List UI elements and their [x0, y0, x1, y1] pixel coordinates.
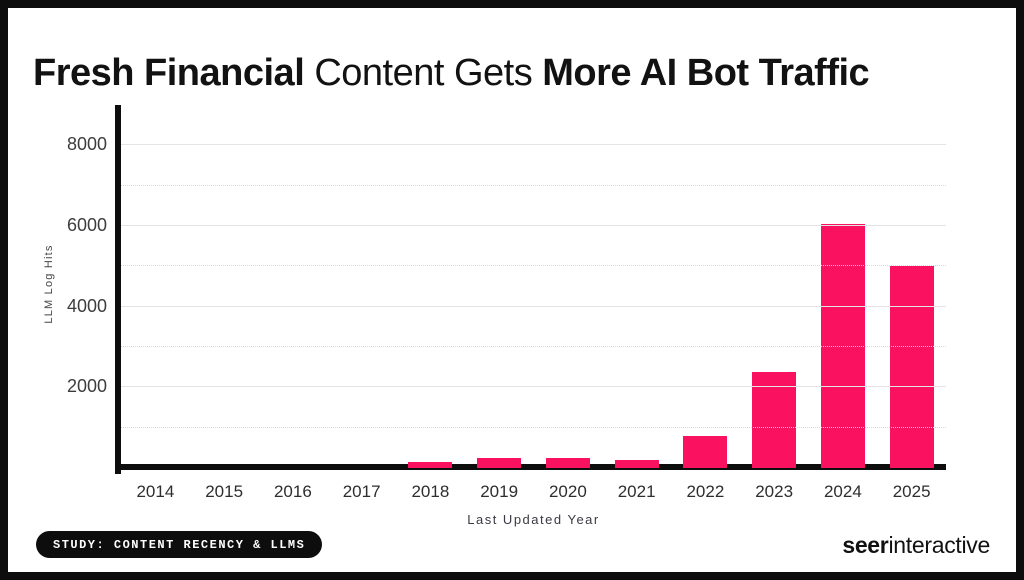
gridline-7000: [121, 184, 946, 186]
y-tick-label-6000: 6000: [66, 215, 107, 235]
title-segment-bold-1: Fresh Financial: [33, 52, 315, 95]
x-tick-label-2025: 2025: [892, 482, 931, 501]
x-tick-label-2014: 2014: [136, 482, 175, 501]
bar-2025: [889, 266, 934, 468]
x-tick-label-2015: 2015: [205, 482, 244, 501]
bar-2021: [614, 460, 659, 468]
bar-columns: 2014 2015 2016 2017 2018 2019 2020 2021 2022 2023…: [121, 105, 946, 501]
bar-column-2025: 2025: [877, 105, 946, 501]
gridline-3000: [121, 346, 946, 347]
x-tick-label-2017: 2017: [342, 482, 381, 501]
bar-column-2023: 2023: [740, 105, 809, 501]
y-axis-line: [115, 105, 121, 474]
bar-column-2017: 2017: [327, 105, 396, 501]
bar-column-2024: 2024: [809, 105, 878, 501]
x-tick-label-2020: 2020: [548, 482, 587, 501]
y-axis-title: LLM Log Hits: [43, 243, 55, 324]
bar-column-2022: 2022: [671, 105, 740, 501]
bar-column-2015: 2015: [190, 105, 259, 501]
gridline-1000: [121, 426, 946, 428]
bar-2019: [477, 457, 522, 468]
y-tick-label-4000: 4000: [66, 295, 107, 316]
chart-title: Fresh Financial Content Gets More AI Bot…: [33, 51, 998, 97]
bar-2018: [408, 461, 453, 468]
study-badge: STUDY: CONTENT RECENCY & LLMS: [36, 531, 323, 558]
title-segment-bold-2: More AI Bot Traffic: [542, 52, 870, 95]
bar-column-2019: 2019: [465, 105, 534, 501]
x-tick-label-2023: 2023: [755, 482, 794, 501]
logo-regular-part: interactive: [888, 532, 990, 558]
x-tick-label-2019: 2019: [480, 482, 519, 501]
bar-chart: LLM Log Hits 2014 2015 2016 2017 2018 2019 202…: [8, 8, 1016, 572]
x-tick-label-2024: 2024: [823, 482, 862, 501]
gridline-6000: [121, 225, 946, 226]
title-segment-regular: Content Gets: [314, 52, 543, 95]
y-tick-label-8000: 8000: [66, 134, 107, 155]
plot-area: LLM Log Hits 2014 2015 2016 2017 2018 2019 202…: [43, 105, 946, 501]
gridline-4000: [121, 305, 946, 307]
bar-column-2016: 2016: [259, 105, 328, 501]
bar-2020: [545, 457, 590, 468]
study-badge-label: STUDY: CONTENT RECENCY & LLMS: [53, 537, 306, 552]
gridline-8000: [121, 144, 946, 146]
x-tick-label-2016: 2016: [273, 482, 312, 501]
seer-interactive-logo: seerinteractive: [842, 532, 990, 559]
bar-column-2020: 2020: [534, 105, 603, 501]
bar-column-2021: 2021: [602, 105, 671, 501]
bar-2022: [683, 435, 728, 468]
x-axis-title: Last Updated Year: [467, 512, 600, 527]
infographic-frame: Fresh Financial Content Gets More AI Bot…: [8, 8, 1016, 572]
x-tick-label-2021: 2021: [617, 482, 656, 501]
gridline-5000: [121, 265, 946, 267]
x-axis-line: [115, 464, 946, 470]
x-tick-label-2022: 2022: [686, 482, 725, 501]
x-tick-label-2018: 2018: [411, 482, 450, 501]
y-tick-label-2000: 2000: [66, 376, 107, 397]
bar-2023: [752, 372, 797, 468]
bar-column-2018: 2018: [396, 105, 465, 501]
gridline-2000: [121, 386, 946, 388]
bar-column-2014: 2014: [121, 105, 190, 501]
logo-bold-part: seer: [842, 532, 889, 558]
